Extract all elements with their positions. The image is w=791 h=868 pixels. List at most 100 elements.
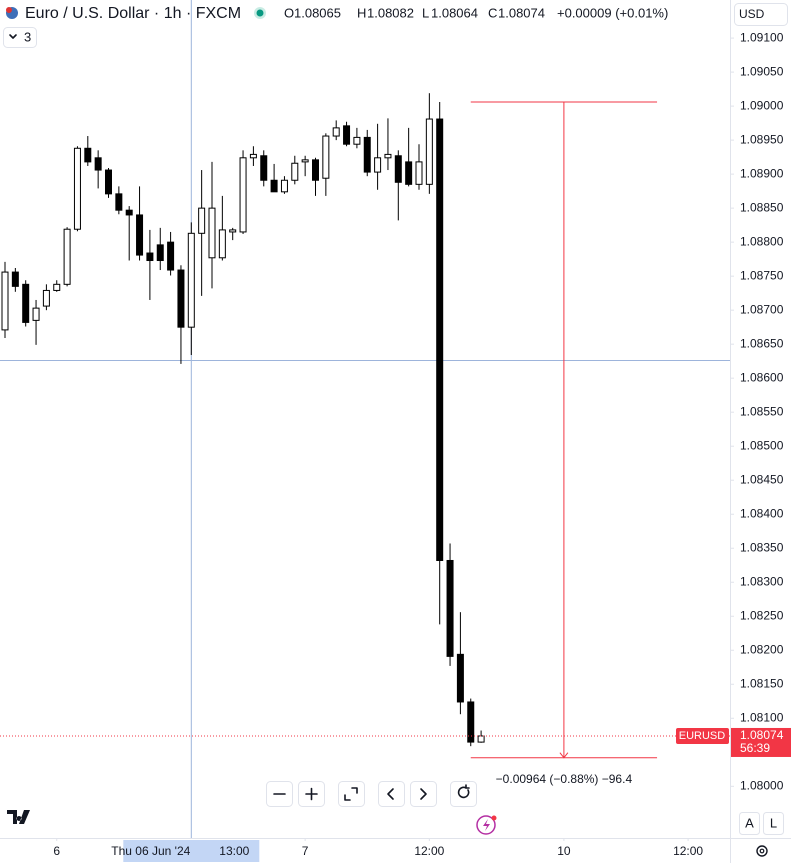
- low-label: L: [422, 5, 429, 20]
- change-value: +0.00009 (+0.01%): [557, 5, 668, 20]
- candle-body: [187, 232, 195, 328]
- low-value: 1.08064: [431, 5, 478, 20]
- y-tick-label: 1.08500: [740, 438, 784, 452]
- x-tick-label: 7: [302, 844, 309, 858]
- reset-zoom-button[interactable]: [338, 781, 365, 807]
- candle-body: [115, 193, 123, 211]
- scale-button-label: L: [770, 815, 777, 830]
- settings-icon[interactable]: [756, 845, 768, 857]
- crosshair-time-box: [123, 840, 260, 862]
- candle-body: [84, 147, 92, 163]
- indicators-count: 3: [24, 29, 31, 44]
- candle-body: [312, 159, 319, 181]
- close-value: 1.08074: [498, 5, 545, 20]
- x-tick-label: 6: [53, 844, 60, 858]
- candle-body: [394, 155, 402, 183]
- price-tag-countdown: 56:39: [740, 741, 770, 755]
- candle-body: [177, 269, 185, 328]
- candle-body: [436, 118, 444, 561]
- currency-label: USD: [739, 7, 765, 21]
- scroll-left-button[interactable]: [378, 781, 405, 807]
- left-icon: [387, 788, 394, 800]
- price-tag: [731, 727, 791, 757]
- scale-button[interactable]: [739, 812, 760, 835]
- candle-body: [405, 161, 413, 185]
- candle-body: [11, 271, 19, 287]
- candle-body: [239, 157, 247, 233]
- y-tick-label: 1.08200: [740, 642, 784, 656]
- y-tick-label: 1.08750: [740, 268, 784, 282]
- candle-body: [105, 169, 112, 195]
- reset-chart-button[interactable]: [450, 781, 477, 807]
- right-icon: [420, 788, 427, 800]
- ohlc-legend: O 1.08065 H 1.08082 L 1.08064 C 1.08074 …: [284, 5, 668, 20]
- y-tick-label: 1.08100: [740, 710, 784, 724]
- y-tick-label: 1.08900: [740, 166, 784, 180]
- tradingview-logo[interactable]: [7, 810, 30, 824]
- y-tick-label: 1.08700: [740, 302, 784, 316]
- candle-body: [425, 118, 433, 185]
- candle-body: [374, 157, 382, 173]
- y-tick-label: 1.08800: [740, 234, 784, 248]
- candle-body: [156, 244, 164, 262]
- scale-button[interactable]: [763, 812, 784, 835]
- candle-body: [208, 207, 216, 259]
- y-tick-label: 1.08350: [740, 540, 784, 554]
- candle-body: [167, 241, 175, 271]
- bolt-icon: [483, 819, 490, 831]
- candle-body: [32, 307, 40, 321]
- candle-body: [198, 207, 206, 234]
- candle-body: [22, 283, 30, 323]
- alert-icon[interactable]: [476, 815, 496, 835]
- candle-body: [301, 159, 309, 163]
- y-tick-label: 1.09000: [740, 98, 784, 112]
- candle-body: [73, 147, 81, 230]
- candle-body: [363, 136, 371, 173]
- y-tick-label: 1.08650: [740, 336, 784, 350]
- candle-body: [94, 157, 102, 171]
- candles: [1, 93, 485, 747]
- candle-body: [415, 161, 423, 185]
- candle-body: [322, 135, 330, 179]
- candle-body: [42, 289, 50, 307]
- plus-icon: [305, 787, 318, 801]
- chart-title[interactable]: Euro / U.S. Dollar · 1h · FXCM: [25, 5, 241, 22]
- candle-body: [332, 127, 340, 137]
- candle-body: [1, 271, 9, 331]
- x-tick-label: 12:00: [673, 844, 703, 858]
- candle-body: [218, 229, 226, 259]
- measure-arrow: [559, 752, 569, 759]
- settings-icon-core: [759, 848, 765, 854]
- indicators-toggle[interactable]: [3, 27, 37, 48]
- y-tick-label: 1.08150: [740, 676, 784, 690]
- open-label: O: [284, 5, 294, 20]
- y-tick-label: 1.08950: [740, 132, 784, 146]
- candle-body: [146, 252, 154, 262]
- chevron-icon: [9, 34, 17, 39]
- measure-label: −0.00964 (−0.88%) −96.4: [496, 772, 633, 786]
- x-tick-label: 10: [557, 844, 571, 858]
- candle-body: [446, 559, 454, 657]
- candle-body: [291, 162, 299, 181]
- candle-body: [384, 153, 392, 159]
- scale-button-label: A: [745, 815, 754, 830]
- zoom-toolbar: [266, 781, 477, 807]
- y-tick-label: 1.09100: [740, 30, 784, 44]
- currency-select[interactable]: [734, 3, 788, 26]
- x-tick-label: 12:00: [414, 844, 444, 858]
- candle-body: [270, 179, 278, 193]
- y-tick-label: 1.08250: [740, 608, 784, 622]
- y-tick-label: 1.08600: [740, 370, 784, 384]
- y-tick-label: 1.08550: [740, 404, 784, 418]
- price-tag-value: 1.08074: [740, 728, 784, 742]
- y-tick-label: 1.08000: [740, 778, 784, 792]
- symbol-tag-label: EURUSD: [679, 730, 726, 742]
- refresh-icon: [457, 784, 470, 799]
- candle-body: [260, 155, 268, 181]
- candle-body: [125, 209, 133, 216]
- scroll-right-button[interactable]: [410, 781, 437, 807]
- high-value: 1.08082: [367, 5, 414, 20]
